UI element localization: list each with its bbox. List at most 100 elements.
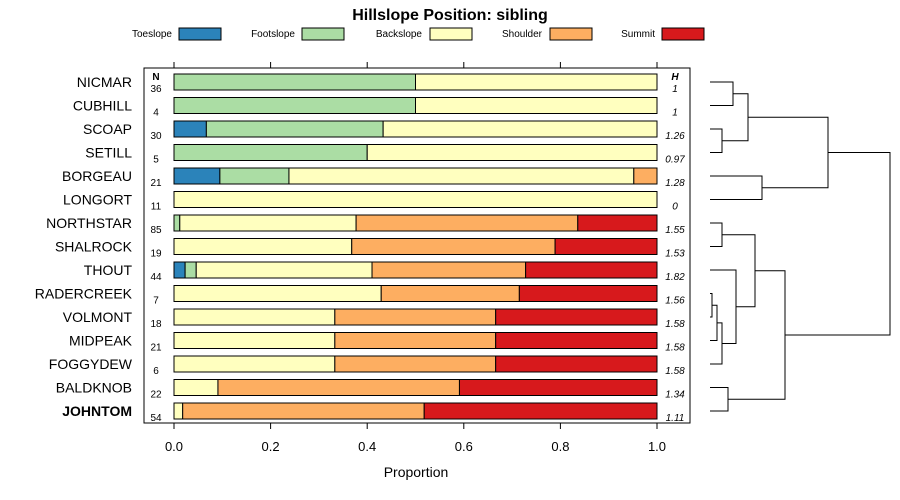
bar-northstar-backslope <box>179 214 357 232</box>
bar-midpeak-summit <box>495 332 658 349</box>
row-label-nicmar: NICMAR <box>77 74 132 90</box>
n-value-cubhill: 4 <box>153 108 159 119</box>
legend-swatch-toeslope <box>178 27 222 41</box>
n-column-header: N <box>152 72 159 83</box>
bar-setill-footslope <box>173 144 368 161</box>
bar-johntom-backslope <box>173 402 184 420</box>
n-value-midpeak: 21 <box>150 343 162 354</box>
bar-midpeak-backslope <box>173 332 336 349</box>
row-label-northstar: NORTHSTAR <box>46 215 132 231</box>
n-value-johntom: 54 <box>150 413 162 424</box>
n-value-scoap: 30 <box>150 131 162 142</box>
h-value-cubhill: 1 <box>672 108 678 119</box>
dendrogram-merge-1 <box>710 128 723 153</box>
n-value-thout: 44 <box>150 272 162 283</box>
row-label-johntom: JOHNTOM <box>62 403 132 419</box>
legend-swatch-shoulder <box>549 27 593 41</box>
row-label-scoap: SCOAP <box>83 121 132 137</box>
bar-baldknob-backslope <box>173 379 219 396</box>
bar-baldknob-summit <box>458 379 658 396</box>
legend-label-backslope: Backslope <box>376 29 423 40</box>
bar-volmont-shoulder <box>334 308 497 326</box>
bar-shalrock-shoulder <box>351 238 556 255</box>
bar-northstar-summit <box>577 214 658 232</box>
n-value-nicmar: 36 <box>150 84 162 95</box>
legend-swatch-footslope <box>301 27 345 41</box>
bar-scoap-footslope <box>205 120 384 138</box>
bar-borgeau-backslope <box>288 167 635 185</box>
h-value-shalrock: 1.53 <box>665 249 685 260</box>
x-tick-label-5: 1.0 <box>648 439 666 454</box>
row-label-volmont: VOLMONT <box>63 309 133 325</box>
dendrogram-merge-4 <box>748 116 829 189</box>
h-value-midpeak: 1.58 <box>665 343 685 354</box>
legend-label-toeslope: Toeslope <box>132 29 172 40</box>
bar-scoap-backslope <box>382 120 658 138</box>
row-label-radercreek: RADERCREEK <box>35 286 133 302</box>
n-value-longort: 11 <box>151 202 162 213</box>
h-value-radercreek: 1.56 <box>665 296 685 307</box>
dendrogram-merge-13 <box>785 152 891 336</box>
row-label-baldknob: BALDKNOB <box>56 380 132 396</box>
h-value-thout: 1.82 <box>665 272 685 283</box>
bar-volmont-backslope <box>173 308 336 326</box>
bar-cubhill-backslope <box>415 97 658 114</box>
bar-longort-backslope <box>173 191 658 208</box>
chart-title: Hillslope Position: sibling <box>352 7 548 24</box>
bar-nicmar-backslope <box>415 73 658 91</box>
dendrogram-merge-3 <box>710 175 763 200</box>
bar-scoap-toeslope <box>173 120 207 138</box>
dendrogram-merge-8 <box>710 322 723 365</box>
h-value-foggydew: 1.58 <box>665 366 685 377</box>
bar-cubhill-footslope <box>173 97 416 114</box>
h-value-nicmar: 1 <box>672 84 678 95</box>
dendrogram-merge-6 <box>710 293 713 318</box>
x-axis-title: Proportion <box>384 464 449 480</box>
x-tick-label-0: 0.0 <box>165 439 183 454</box>
row-label-thout: THOUT <box>84 262 133 278</box>
h-value-johntom: 1.11 <box>666 413 685 424</box>
bar-radercreek-backslope <box>173 285 382 302</box>
n-value-volmont: 18 <box>150 319 162 330</box>
x-tick-label-2: 0.4 <box>358 439 376 454</box>
bar-thout-summit <box>525 261 658 279</box>
bar-thout-toeslope <box>173 261 186 279</box>
x-tick-label-1: 0.2 <box>262 439 280 454</box>
h-value-baldknob: 1.34 <box>665 390 685 401</box>
row-label-midpeak: MIDPEAK <box>69 333 133 349</box>
dendrogram-merge-2 <box>722 93 749 142</box>
dendrogram-merge-10 <box>722 234 756 308</box>
bar-northstar-shoulder <box>355 214 579 232</box>
n-value-shalrock: 19 <box>150 249 162 260</box>
row-label-setill: SETILL <box>85 145 132 161</box>
bar-foggydew-shoulder <box>334 355 497 373</box>
dendrogram-merge-12 <box>728 270 786 400</box>
n-value-setill: 5 <box>153 155 159 166</box>
row-label-shalrock: SHALROCK <box>55 239 133 255</box>
bar-shalrock-summit <box>554 238 658 255</box>
bar-nicmar-footslope <box>173 73 416 91</box>
row-label-longort: LONGORT <box>63 192 132 208</box>
bar-setill-backslope <box>366 144 658 161</box>
n-value-baldknob: 22 <box>150 390 162 401</box>
bar-thout-backslope <box>195 261 373 279</box>
bar-thout-footslope <box>184 261 197 279</box>
bar-johntom-shoulder <box>182 402 425 420</box>
dendrogram-merge-0 <box>710 81 734 106</box>
n-value-northstar: 85 <box>150 225 162 236</box>
bar-volmont-summit <box>495 308 658 326</box>
row-label-cubhill: CUBHILL <box>73 98 132 114</box>
plot-panel <box>143 67 691 424</box>
bar-radercreek-summit <box>518 285 658 302</box>
h-value-setill: 0.97 <box>665 155 685 166</box>
bar-johntom-summit <box>423 402 658 420</box>
bar-baldknob-shoulder <box>217 379 460 396</box>
x-tick-label-4: 0.8 <box>551 439 569 454</box>
legend-swatch-backslope <box>429 27 473 41</box>
bar-borgeau-footslope <box>219 167 290 185</box>
n-value-radercreek: 7 <box>153 296 159 307</box>
bar-thout-shoulder <box>371 261 527 279</box>
bar-borgeau-shoulder <box>633 167 658 185</box>
bar-northstar-footslope <box>173 214 181 232</box>
